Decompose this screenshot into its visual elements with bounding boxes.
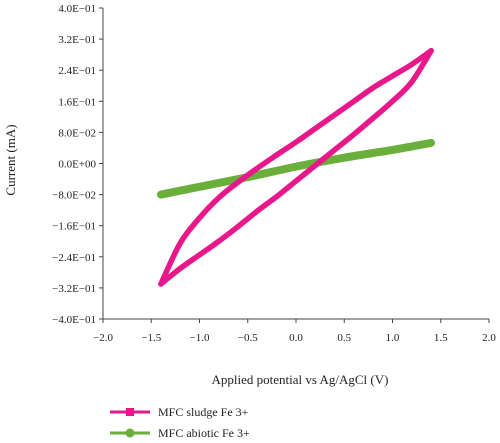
x-tick-label: −2.0 (93, 332, 113, 344)
x-tick-label: 0.5 (337, 332, 351, 344)
legend-label: MFC sludge Fe 3+ (158, 405, 249, 419)
legend-item: MFC abiotic Fe 3+ (110, 426, 250, 440)
y-tick-label: 1.6E−01 (58, 96, 96, 108)
y-tick-label: 3.2E−01 (58, 34, 96, 46)
legend-marker-square (126, 408, 134, 416)
y-tick-label: 8.0E−02 (58, 127, 96, 139)
series-layer (156, 48, 436, 287)
x-tick-label: 1.5 (434, 332, 448, 344)
y-axis-title: Current (mA) (3, 124, 18, 195)
legend: MFC sludge Fe 3+ MFC abiotic Fe 3+ (110, 405, 250, 440)
legend-label: MFC abiotic Fe 3+ (158, 426, 250, 440)
x-tick-label: 1.0 (386, 332, 400, 344)
y-tick-label: −3.2E−01 (52, 283, 96, 295)
series-sludge-lower-branch (158, 48, 434, 287)
x-tick-label: −0.5 (238, 332, 258, 344)
series-sludge-upper-branch (158, 48, 434, 287)
x-axis-title: Applied potential vs Ag/AgCl (V) (212, 372, 389, 387)
y-tick-label: −2.4E−01 (52, 252, 96, 264)
x-tick-label: 2.0 (482, 332, 496, 344)
legend-marker-circle (125, 428, 135, 438)
x-tick-label: 0.0 (289, 332, 303, 344)
y-tick-label: 2.4E−01 (58, 65, 96, 77)
series-abiotic-line (156, 138, 436, 199)
y-tick-label: −8.0E−02 (52, 190, 96, 202)
y-tick-label: −4.0E−01 (52, 314, 96, 326)
x-tick-label: −1.5 (141, 332, 161, 344)
y-tick-label: −1.6E−01 (52, 221, 96, 233)
legend-item: MFC sludge Fe 3+ (110, 405, 249, 419)
y-tick-label: 0.0E+00 (58, 159, 96, 171)
axes-layer: 4.0E−01 3.2E−01 2.4E−01 1.6E−01 8.0E−02 0.0E+… (52, 3, 496, 344)
x-tick-label: −1.0 (190, 332, 210, 344)
y-tick-label: 4.0E−01 (58, 3, 96, 15)
